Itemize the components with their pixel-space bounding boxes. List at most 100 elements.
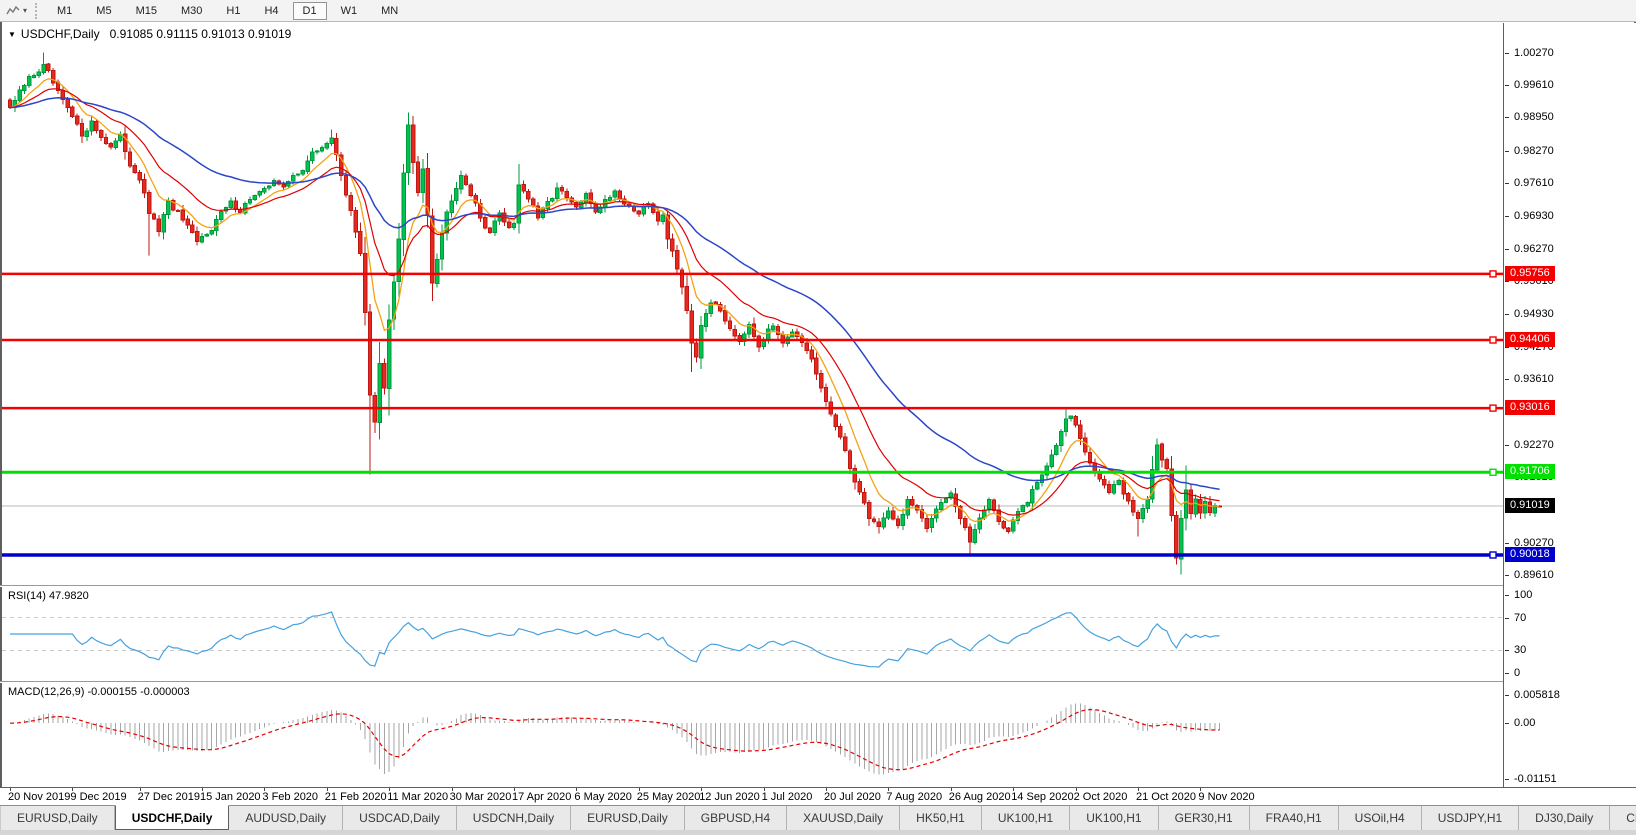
price-axis[interactable]: 1.00270 0.99610 0.98950 0.98270 0.97610 0.969… — [1503, 23, 1636, 787]
axis-tick-label: 0.96270 — [1504, 242, 1554, 256]
axis-tick-label: 0.98270 — [1504, 144, 1554, 158]
chart-tabs-list: EURUSD,Daily USDCHF,Daily AUDUSD,Daily USDC… — [1, 805, 1636, 830]
date-tick — [72, 788, 74, 791]
level-price-tag: 0.94406 — [1505, 332, 1555, 347]
timeframe-button-m5[interactable]: M5 — [96, 4, 112, 17]
date-tick — [950, 788, 952, 791]
price-chart-canvas[interactable] — [2, 23, 1504, 585]
axis-tick-label: 0.89610 — [1504, 568, 1554, 582]
chart-tab-1-usdchf-daily[interactable]: USDCHF,Daily — [114, 805, 230, 830]
date-tick — [763, 788, 765, 791]
chart-window-left-border — [0, 22, 2, 787]
date-label: 2 Oct 2020 — [1073, 791, 1128, 803]
rsi-label: RSI(14) 47.9820 — [8, 590, 89, 602]
date-axis[interactable]: 20 Nov 2019 9 Dec 2019 27 Dec 2019 15 Jan 2… — [0, 788, 1636, 805]
chart-tab-6-gbpusd-h4[interactable]: GBPUSD,H4 — [685, 806, 788, 830]
date-tick — [638, 788, 640, 791]
timeframe-toolbar: ▾ M1 M5 M15 M30 H1 H4 D1 W1 MN — [0, 0, 1636, 22]
chevron-down-icon[interactable]: ▾ — [23, 6, 28, 15]
status-strip — [0, 830, 1636, 835]
rsi-panel-divider[interactable] — [0, 585, 1636, 587]
macd-panel-canvas[interactable] — [2, 683, 1504, 787]
date-tick — [826, 788, 827, 791]
timeframe-button-h4[interactable]: H4 — [264, 4, 279, 17]
timeframe-button-d1[interactable]: D1 — [292, 1, 327, 20]
date-tick — [514, 788, 515, 791]
chart-tab-15-dj30-daily[interactable]: DJ30,Daily — [1519, 806, 1611, 830]
rsi-panel-canvas[interactable] — [2, 587, 1504, 681]
chart-tabs-bar: EURUSD,Daily USDCHF,Daily AUDUSD,Daily USDC… — [0, 805, 1636, 830]
date-tick — [326, 788, 328, 791]
date-label: 11 Mar 2020 — [387, 791, 449, 803]
chart-tab-4-usdcnh-daily[interactable]: USDCNH,Daily — [457, 806, 572, 830]
chart-tab-11-ger30-h1[interactable]: GER30,H1 — [1159, 806, 1250, 830]
chart-tab-10-uk100-h1[interactable]: UK100,H1 — [1070, 806, 1159, 830]
date-label: 12 Jun 2020 — [699, 791, 760, 803]
date-tick — [451, 788, 453, 791]
chart-tab-3-usdcad-daily[interactable]: USDCAD,Daily — [343, 806, 457, 830]
axis-tick-label: 0.90270 — [1504, 536, 1554, 550]
timeframe-button-m30[interactable]: M30 — [180, 4, 203, 17]
date-tick — [202, 788, 203, 791]
chart-tab-2-audusd-daily[interactable]: AUDUSD,Daily — [229, 806, 344, 830]
date-tick — [576, 788, 578, 791]
date-label: 20 Nov 2019 — [8, 791, 71, 803]
chart-tab-5-eurusd-daily[interactable]: EURUSD,Daily — [571, 806, 685, 830]
axis-tick-label: 0.005818 — [1504, 688, 1560, 702]
level-price-tag: 0.90018 — [1505, 547, 1555, 562]
date-tick — [139, 788, 141, 791]
date-label: 20 Jul 2020 — [824, 791, 881, 803]
timeframe-button-mn[interactable]: MN — [381, 4, 399, 17]
date-label: 30 Mar 2020 — [449, 791, 512, 803]
date-label: 21 Feb 2020 — [324, 791, 387, 803]
date-tick — [1138, 788, 1139, 791]
date-label: 9 Nov 2020 — [1198, 791, 1255, 803]
date-tick — [1075, 788, 1077, 791]
toolbar-grip-handle[interactable] — [35, 2, 38, 19]
chart-ohlc-values: 0.91085 0.91115 0.91013 0.91019 — [109, 27, 292, 41]
symbol-dropdown-icon[interactable]: ▼ — [8, 30, 16, 39]
date-label: 21 Oct 2020 — [1136, 791, 1196, 803]
axis-tick-label: 0.93610 — [1504, 372, 1554, 386]
date-label: 15 Jan 2020 — [200, 791, 261, 803]
level-price-tag: 0.95756 — [1505, 266, 1555, 281]
tabs-left-spacer — [0, 806, 1, 830]
chart-tab-0-eurusd-daily[interactable]: EURUSD,Daily — [1, 806, 115, 830]
chart-tab-14-usdjpy-h1[interactable]: USDJPY,H1 — [1422, 806, 1520, 830]
date-label: 7 Aug 2020 — [886, 791, 943, 803]
chart-window-bottom-border — [0, 787, 1636, 788]
axis-tick-label: 0.92270 — [1504, 438, 1554, 452]
date-label: 9 Dec 2019 — [70, 791, 127, 803]
chart-tab-7-xauusd-daily[interactable]: XAUUSD,Daily — [787, 806, 901, 830]
date-tick — [264, 788, 266, 791]
chart-type-icon[interactable] — [3, 2, 23, 20]
date-tick — [701, 788, 703, 791]
macd-panel-divider[interactable] — [0, 681, 1636, 683]
chart-tab-16-china300-h1[interactable]: CHINA300,H1 — [1610, 806, 1636, 830]
axis-tick-label: 0.94930 — [1504, 307, 1554, 321]
timeframe-button-w1[interactable]: W1 — [340, 4, 358, 17]
timeframe-button-m15[interactable]: M15 — [135, 4, 157, 17]
date-label: 1 Jul 2020 — [761, 791, 813, 803]
axis-tick-label: 0.96930 — [1504, 209, 1554, 223]
axis-tick-label: 0.98950 — [1504, 110, 1554, 124]
chart-tab-8-hk50-h1[interactable]: HK50,H1 — [900, 806, 982, 830]
date-label: 14 Sep 2020 — [1011, 791, 1074, 803]
timeframe-button-h1[interactable]: H1 — [226, 4, 241, 17]
date-label: 3 Feb 2020 — [262, 791, 319, 803]
chart-title: ▼ USDCHF,Daily 0.91085 0.91115 0.91013 0.9… — [8, 27, 291, 41]
current-price-tag: 0.91019 — [1505, 498, 1555, 513]
axis-tick-label: 30 — [1504, 643, 1526, 657]
chart-tab-12-fra40-h1[interactable]: FRA40,H1 — [1250, 806, 1339, 830]
timeframe-button-group: M1 M5 M15 M30 H1 H4 D1 W1 MN — [45, 1, 410, 20]
macd-label: MACD(12,26,9) -0.000155 -0.000003 — [8, 686, 190, 698]
axis-tick-label: 0 — [1504, 666, 1520, 680]
date-label: 17 Apr 2020 — [512, 791, 572, 803]
date-tick — [389, 788, 391, 791]
chart-tab-13-usoil-h4[interactable]: USOil,H4 — [1339, 806, 1422, 830]
chart-symbol-label: USDCHF,Daily — [20, 27, 100, 41]
axis-tick-label: 0.00 — [1504, 716, 1535, 730]
axis-tick-label: -0.01151 — [1504, 772, 1557, 786]
chart-tab-9-uk100-h1[interactable]: UK100,H1 — [982, 806, 1071, 830]
timeframe-button-m1[interactable]: M1 — [57, 4, 73, 17]
